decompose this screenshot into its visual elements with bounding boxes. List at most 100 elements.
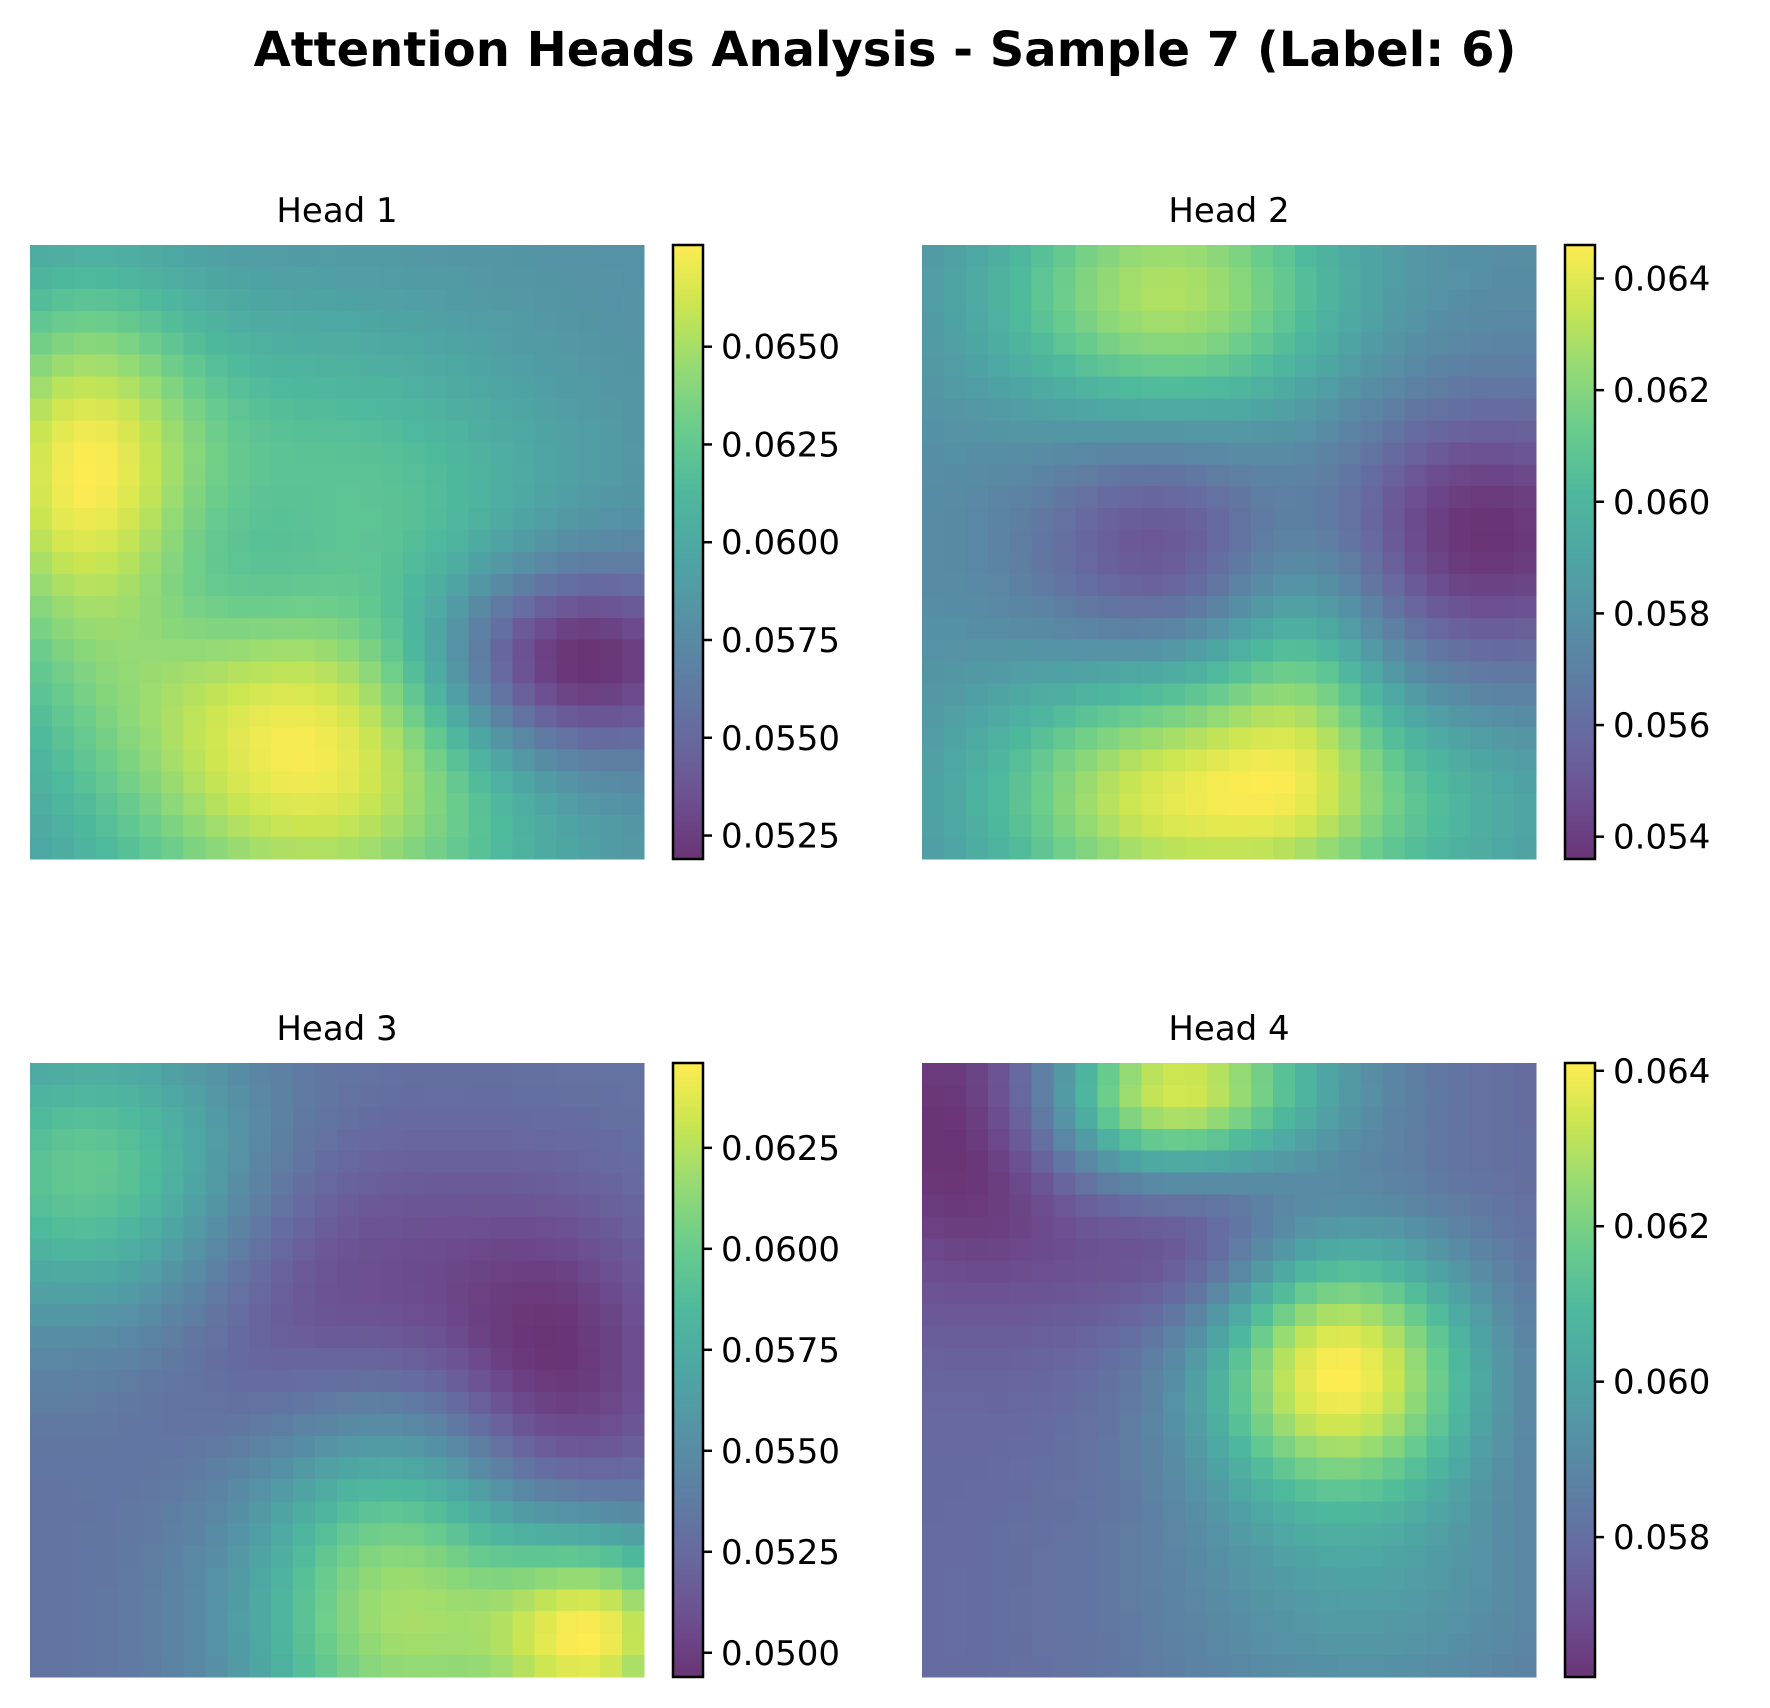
heatmap-cell: [337, 727, 360, 750]
heatmap-cell: [512, 595, 535, 619]
heatmap-cell: [1338, 354, 1362, 378]
heatmap-cell: [1053, 1084, 1077, 1108]
heatmap-cell: [922, 1567, 945, 1590]
heatmap-cell: [965, 508, 989, 531]
heatmap-cell: [1426, 464, 1449, 487]
heatmap-cell: [1229, 420, 1252, 443]
heatmap-cell: [512, 1084, 535, 1108]
heatmap-cell: [490, 1435, 514, 1459]
heatmap-cell: [1141, 1084, 1164, 1108]
heatmap-cell: [446, 1589, 470, 1612]
heatmap-cell: [446, 1633, 470, 1656]
heatmap-cell: [446, 1084, 470, 1108]
heatmap-cell: [446, 310, 470, 334]
heatmap-cell: [922, 1348, 945, 1371]
heatmap-cell: [1053, 595, 1077, 619]
heatmap-cell: [424, 749, 448, 772]
heatmap-cell: [1470, 376, 1493, 400]
heatmap-cell: [161, 595, 185, 619]
heatmap-cell: [1426, 573, 1449, 597]
heatmap-cell: [622, 749, 645, 772]
heatmap-cell: [490, 1194, 514, 1218]
heatmap-cell: [622, 1413, 645, 1437]
heatmap-cell: [1492, 1282, 1515, 1305]
heatmap-cell: [534, 1435, 557, 1459]
heatmap-cell: [1338, 705, 1362, 729]
heatmap-cell: [1207, 1194, 1230, 1218]
heatmap-cell: [73, 661, 97, 685]
heatmap-cell: [1053, 530, 1077, 553]
heatmap-cell: [1426, 1326, 1449, 1349]
heatmap-cell: [1360, 749, 1384, 772]
heatmap-cell: [600, 1348, 623, 1371]
heatmap-cell: [358, 1435, 382, 1459]
heatmap-cell: [337, 771, 360, 794]
heatmap-cell: [622, 1633, 645, 1656]
heatmap-cell: [1294, 815, 1318, 838]
heatmap-cell: [161, 837, 185, 860]
heatmap-cell: [1185, 398, 1208, 422]
heatmap-cell: [1338, 639, 1362, 663]
heatmap-cell: [1492, 354, 1515, 378]
heatmap-cell: [490, 1655, 514, 1678]
heatmap-cell: [205, 1457, 228, 1481]
heatmap-cell: [922, 1194, 945, 1218]
heatmap-cell: [1207, 1435, 1230, 1459]
heatmap-cell: [1382, 1326, 1406, 1349]
heatmap-cell: [402, 1370, 426, 1393]
heatmap-cell: [1360, 595, 1384, 619]
heatmap-cell: [51, 1304, 75, 1327]
heatmap-cell: [1097, 1567, 1120, 1590]
heatmap-cell: [965, 1106, 989, 1130]
heatmap-cell: [315, 1370, 338, 1393]
heatmap-cell: [1163, 1611, 1186, 1634]
heatmap-cell: [293, 245, 316, 268]
heatmap-cell: [1009, 420, 1033, 443]
heatmap-cell: [1053, 288, 1077, 312]
heatmap-cell: [1338, 1435, 1362, 1459]
heatmap-cell: [337, 1128, 360, 1152]
heatmap-cell: [1163, 245, 1186, 268]
heatmap-cell: [73, 1348, 97, 1371]
heatmap-cell: [965, 288, 989, 312]
heatmap-cell: [1272, 1457, 1296, 1481]
heatmap-cell: [205, 1216, 228, 1240]
heatmap-cell: [95, 508, 119, 531]
heatmap-cell: [578, 266, 601, 290]
heatmap-cell: [249, 398, 272, 422]
heatmap-cell: [293, 486, 316, 509]
heatmap-cell: [358, 1216, 382, 1240]
heatmap-cell: [117, 354, 141, 378]
heatmap-cell: [315, 310, 338, 334]
heatmap-cell: [1009, 595, 1033, 619]
heatmap-cell: [1492, 617, 1515, 641]
heatmap-cell: [1229, 1063, 1252, 1086]
heatmap-cell: [987, 1150, 1011, 1174]
heatmap-cell: [965, 1348, 989, 1371]
heatmap-cell: [1250, 1216, 1274, 1240]
heatmap-cell: [293, 749, 316, 772]
heatmap-cell: [1053, 639, 1077, 663]
heatmap-cell: [95, 1370, 119, 1393]
heatmap-cell: [73, 1238, 97, 1261]
heatmap-cell: [943, 310, 967, 334]
colorbar-tick-label: 0.0500: [721, 1634, 840, 1674]
heatmap-cell: [446, 1326, 470, 1349]
heatmap-cell: [95, 1084, 119, 1108]
heatmap-cell: [1492, 332, 1515, 356]
heatmap-cell: [1514, 617, 1537, 641]
heatmap-cell: [1250, 376, 1274, 400]
heatmap-cell: [1426, 683, 1449, 707]
heatmap-cell: [1448, 1435, 1471, 1459]
heatmap-cell: [943, 1348, 967, 1371]
heatmap-cell: [424, 815, 448, 838]
heatmap-cell: [1514, 1611, 1537, 1634]
heatmap-cell: [1009, 639, 1033, 663]
heatmap-cell: [1250, 837, 1274, 860]
heatmap-cell: [1163, 464, 1186, 487]
heatmap-cell: [402, 1435, 426, 1459]
heatmap-cell: [380, 1611, 404, 1634]
heatmap-cell: [227, 508, 250, 531]
heatmap-cell: [1229, 705, 1252, 729]
heatmap-cell: [1185, 1238, 1208, 1261]
